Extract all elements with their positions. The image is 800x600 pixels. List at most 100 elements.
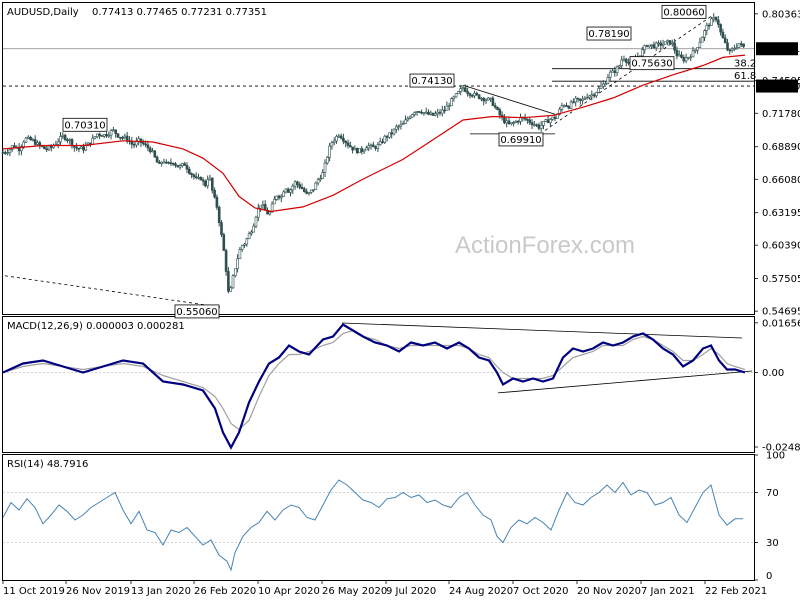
candle-body bbox=[43, 146, 46, 150]
candle-body bbox=[300, 186, 304, 190]
candle-body bbox=[604, 83, 607, 86]
candle-body bbox=[411, 114, 414, 118]
candle-body bbox=[450, 98, 453, 107]
candle-body bbox=[572, 101, 575, 104]
candle-body bbox=[342, 137, 345, 142]
candle-body bbox=[178, 165, 182, 168]
candle-body bbox=[737, 43, 741, 48]
candle-body bbox=[82, 146, 85, 151]
candle-body bbox=[243, 243, 246, 246]
candle-body bbox=[514, 120, 518, 123]
candle-body bbox=[595, 92, 598, 97]
candle-body bbox=[459, 88, 463, 92]
candle-body bbox=[641, 49, 644, 57]
candle-body bbox=[332, 140, 336, 143]
candle-body bbox=[742, 43, 745, 47]
candle-body bbox=[330, 142, 334, 147]
candle-body bbox=[376, 144, 380, 149]
candle-body bbox=[102, 134, 106, 137]
candle-body bbox=[217, 207, 221, 223]
candle-body bbox=[601, 83, 605, 87]
candle-body bbox=[560, 105, 564, 110]
candle-body bbox=[383, 135, 387, 143]
candle-body bbox=[309, 189, 313, 193]
candle-body bbox=[503, 117, 506, 124]
candle-body bbox=[558, 109, 561, 115]
candle-body bbox=[606, 77, 610, 85]
candle-body bbox=[245, 238, 249, 245]
candle-body bbox=[162, 161, 166, 164]
candle-body bbox=[153, 150, 157, 158]
candle-body bbox=[231, 275, 235, 289]
candle-body bbox=[33, 139, 37, 145]
candle-body bbox=[434, 113, 437, 116]
candle-body bbox=[91, 137, 94, 145]
candle-body bbox=[194, 176, 198, 178]
candle-body bbox=[696, 46, 699, 51]
candle-body bbox=[204, 180, 207, 187]
price-annotation-label: 0.55060 bbox=[176, 307, 217, 318]
price-tick-label: 0.63195 bbox=[762, 208, 800, 219]
candle-body bbox=[148, 147, 152, 152]
candle-body bbox=[296, 181, 299, 185]
candle-body bbox=[528, 119, 532, 123]
support-dashed-line bbox=[4, 275, 221, 308]
candle-body bbox=[222, 234, 226, 251]
candle-body bbox=[183, 163, 186, 166]
candle-body bbox=[348, 145, 352, 148]
candle-body bbox=[323, 162, 327, 173]
candle-body bbox=[673, 42, 676, 51]
candle-body bbox=[493, 105, 497, 108]
candle-body bbox=[146, 144, 150, 149]
candle-body bbox=[112, 129, 115, 132]
candle-body bbox=[151, 150, 154, 153]
price-axis: 0.803630.745950.717800.688900.660800.631… bbox=[754, 9, 800, 318]
candle-body bbox=[119, 136, 122, 139]
candle-body bbox=[590, 94, 594, 97]
candle-body bbox=[693, 49, 697, 52]
candle-body bbox=[227, 271, 230, 292]
candle-body bbox=[96, 133, 99, 137]
macd-tick-label: 0.016567 bbox=[762, 318, 800, 329]
candle-body bbox=[360, 148, 364, 153]
candle-body bbox=[546, 119, 550, 124]
rsi-tick-label: 100 bbox=[766, 451, 785, 462]
candle-body bbox=[461, 87, 465, 89]
candle-body bbox=[26, 136, 30, 139]
candle-body bbox=[29, 136, 32, 141]
candle-body bbox=[661, 43, 665, 46]
candle-body bbox=[132, 143, 136, 146]
candle-body bbox=[371, 144, 375, 148]
candle-body bbox=[142, 142, 145, 145]
fib-label-382: 38.2 bbox=[734, 59, 756, 70]
candle-body bbox=[675, 49, 679, 57]
candle-body bbox=[585, 97, 589, 99]
candle-body bbox=[624, 58, 628, 63]
candle-body bbox=[578, 98, 582, 101]
candle-body bbox=[192, 174, 196, 177]
rsi-panel-frame bbox=[2, 454, 755, 581]
candle-body bbox=[84, 145, 88, 151]
candle-body bbox=[567, 105, 571, 109]
candle-body bbox=[408, 116, 412, 119]
candle-body bbox=[482, 97, 486, 102]
candle-body bbox=[739, 43, 743, 45]
candle-body bbox=[208, 177, 212, 181]
candle-body bbox=[335, 136, 338, 142]
candle-body bbox=[733, 48, 736, 50]
candle-body bbox=[238, 249, 242, 260]
candle-body bbox=[714, 17, 718, 21]
candle-body bbox=[454, 93, 458, 98]
candle-body bbox=[275, 195, 279, 200]
price-annotation-label: 0.75630 bbox=[631, 59, 672, 70]
candle-body bbox=[390, 132, 394, 135]
macd-trendline-upper bbox=[341, 322, 743, 339]
candle-body bbox=[707, 24, 711, 27]
price-annotation-label: 0.80060 bbox=[663, 7, 704, 18]
price-annotation-label: 0.74130 bbox=[411, 76, 452, 87]
candle-body bbox=[114, 129, 117, 134]
candle-body bbox=[312, 189, 315, 191]
candle-body bbox=[1, 152, 5, 154]
candle-body bbox=[305, 191, 308, 194]
candle-body bbox=[668, 40, 672, 44]
